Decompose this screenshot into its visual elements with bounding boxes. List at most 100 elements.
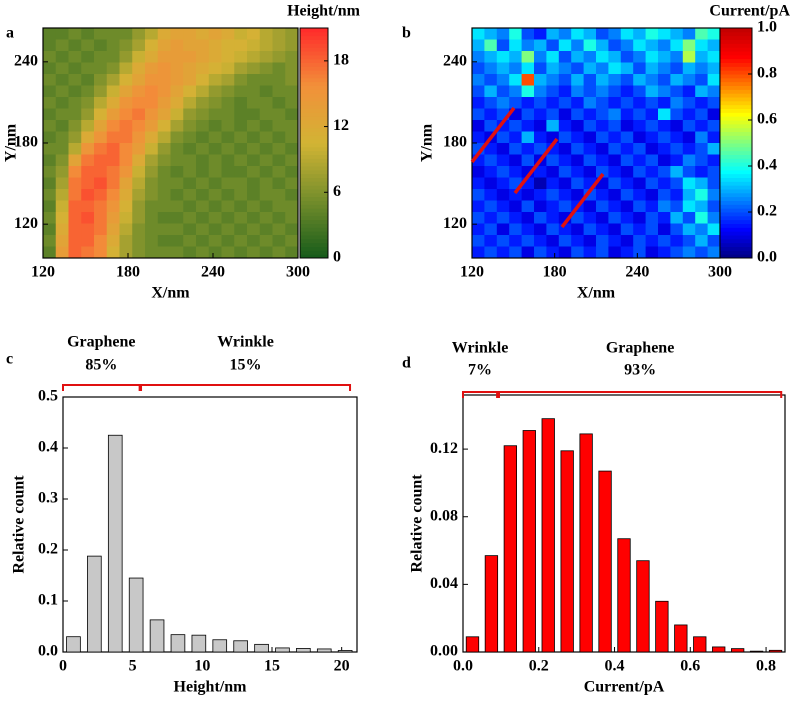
heat-cell bbox=[534, 189, 547, 201]
heat-cell bbox=[208, 212, 222, 224]
heat-cell bbox=[183, 166, 197, 178]
wrinkle-line bbox=[470, 106, 516, 164]
heat-cell bbox=[670, 189, 684, 201]
heat-cell bbox=[546, 212, 560, 224]
heat-cell bbox=[221, 28, 235, 40]
heat-cell bbox=[596, 166, 609, 178]
heat-cell bbox=[682, 74, 696, 86]
wrinkle-line bbox=[560, 172, 605, 229]
heat-cell bbox=[119, 39, 133, 52]
heat-cell bbox=[571, 120, 585, 132]
heat-cell bbox=[484, 85, 498, 98]
heat-cell bbox=[521, 51, 535, 63]
heat-cell bbox=[196, 223, 210, 236]
heat-cell bbox=[484, 166, 498, 178]
x-tick-label: 15 bbox=[264, 658, 280, 675]
heat-cell bbox=[583, 154, 597, 167]
heat-cell bbox=[583, 131, 597, 144]
heat-cell bbox=[670, 62, 684, 75]
heat-cell bbox=[521, 223, 535, 236]
histogram-bar bbox=[465, 636, 480, 653]
heat-cell bbox=[94, 39, 108, 52]
x-tick-label: 0 bbox=[59, 658, 67, 675]
histogram-bar bbox=[128, 577, 144, 653]
heat-cell bbox=[55, 108, 69, 121]
heat-cell bbox=[43, 200, 57, 213]
histogram-bar bbox=[617, 538, 631, 653]
colorbar-band bbox=[720, 215, 752, 221]
heat-cell bbox=[132, 108, 146, 121]
heat-cell bbox=[682, 39, 696, 52]
heat-cell bbox=[583, 51, 597, 63]
heat-cell bbox=[119, 166, 133, 178]
heat-cell bbox=[259, 120, 273, 132]
heat-cell bbox=[208, 246, 222, 259]
colorbar-band bbox=[300, 51, 328, 56]
heat-cell bbox=[571, 189, 585, 201]
histogram-bar bbox=[655, 600, 669, 653]
heat-cell bbox=[170, 177, 184, 190]
heat-cell bbox=[43, 74, 57, 86]
heat-cell bbox=[208, 108, 222, 121]
heat-cell bbox=[43, 39, 57, 52]
heat-cell bbox=[521, 131, 535, 144]
histogram-bar bbox=[316, 648, 332, 653]
colorbar-band bbox=[720, 166, 752, 171]
heat-cell bbox=[247, 108, 261, 121]
y-tick-label: 0.2 bbox=[38, 541, 58, 558]
y-tick-label: 240 bbox=[14, 52, 38, 69]
heat-cell bbox=[94, 62, 108, 75]
heat-cell bbox=[608, 154, 622, 167]
heat-cell bbox=[259, 28, 273, 40]
annotation-label: Wrinkle bbox=[452, 340, 509, 357]
colorbar-band bbox=[300, 112, 328, 117]
heat-cell bbox=[596, 154, 609, 167]
colorbar-band bbox=[300, 200, 328, 205]
heat-cell bbox=[68, 74, 82, 86]
heat-cell bbox=[472, 97, 485, 109]
y-tick-label: 0.00 bbox=[430, 643, 458, 660]
colorbar-band bbox=[300, 231, 328, 236]
colorbar-band bbox=[720, 85, 752, 90]
heat-cell bbox=[645, 120, 659, 132]
heat-cell bbox=[145, 74, 159, 86]
heat-cell bbox=[633, 74, 647, 86]
heat-cell bbox=[132, 62, 146, 75]
heat-cell bbox=[558, 108, 572, 121]
heat-cell bbox=[645, 85, 659, 98]
colorbar-band bbox=[720, 181, 752, 186]
heat-cell bbox=[183, 223, 197, 236]
heat-cell bbox=[509, 62, 523, 75]
heat-cell bbox=[658, 85, 671, 98]
heat-cell bbox=[496, 189, 510, 201]
histogram-bar bbox=[768, 649, 783, 653]
colorbar-band bbox=[300, 169, 328, 175]
colorbar-band bbox=[300, 208, 328, 213]
heat-cell bbox=[81, 62, 95, 75]
heat-cell bbox=[546, 166, 560, 178]
heat-cell bbox=[558, 166, 572, 178]
heat-cell bbox=[170, 28, 184, 40]
heat-cell bbox=[81, 223, 95, 236]
heat-cell bbox=[132, 85, 146, 98]
heat-cell bbox=[285, 143, 299, 155]
colorbar-band bbox=[300, 139, 328, 144]
heat-cell bbox=[272, 200, 286, 213]
colorbar-band bbox=[300, 131, 328, 136]
heat-cell bbox=[596, 131, 609, 144]
heat-cell bbox=[221, 223, 235, 236]
heat-cell bbox=[81, 131, 95, 144]
y-tick-label: 0.5 bbox=[38, 388, 58, 405]
colorbar-band bbox=[300, 158, 328, 163]
heat-cell bbox=[645, 189, 659, 201]
heat-cell bbox=[534, 246, 547, 259]
heat-cell bbox=[285, 189, 299, 201]
heat-cell bbox=[272, 28, 286, 40]
heat-cell bbox=[94, 85, 108, 98]
colorbar-band bbox=[300, 116, 328, 121]
heat-cell bbox=[43, 85, 57, 98]
heat-cell bbox=[670, 223, 684, 236]
heat-cell bbox=[596, 235, 609, 247]
x-axis-title: Current/pA bbox=[584, 679, 665, 696]
heat-cell bbox=[620, 246, 634, 259]
